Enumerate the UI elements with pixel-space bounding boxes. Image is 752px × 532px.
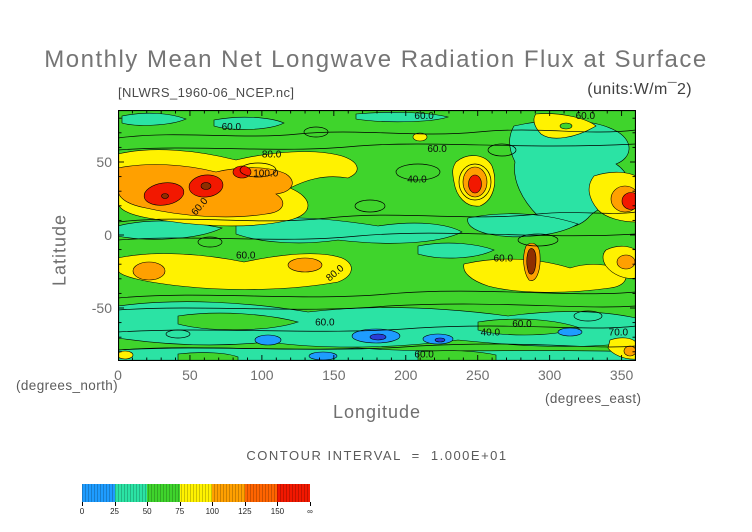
map-border — [117, 109, 637, 362]
colorbar-tick — [147, 502, 149, 506]
contour-label: 40.0 — [481, 328, 501, 339]
colorbar-segment — [179, 484, 213, 502]
colorbar-tick-label: 75 — [175, 507, 185, 516]
colorbar-tick — [82, 502, 83, 506]
x-tick-label: 200 — [394, 367, 418, 383]
colorbar-segment — [114, 484, 148, 502]
x-tick-label: 350 — [609, 367, 634, 383]
colorbar-tick — [244, 502, 246, 506]
colorbar-tick-label: ∞ — [307, 507, 313, 516]
colorbar-tick — [114, 502, 116, 506]
contour-label: 60.0 — [494, 253, 514, 264]
colorbar-tick-label: 150 — [270, 507, 285, 516]
x-tick-label: 250 — [466, 367, 490, 383]
x-tick-label: 150 — [322, 367, 346, 383]
contour-label: 60.0 — [427, 144, 447, 155]
colorbar: 0 25 50 75 100 125 150 ∞ — [80, 484, 313, 516]
x-tick-label: 0 — [114, 367, 122, 383]
y-tick-label: 0 — [104, 227, 112, 243]
x-tick-label: 300 — [537, 367, 562, 383]
colorbar-tick-label: 25 — [110, 507, 120, 516]
contour-label: 40.0 — [407, 174, 427, 185]
x-axis-unit-note: (degrees_east) — [545, 391, 642, 406]
colorbar-tick — [212, 502, 214, 506]
page-title: Monthly Mean Net Longwave Radiation Flux… — [44, 46, 708, 73]
y-tick-label: 50 — [96, 154, 112, 170]
contour-label: 60.0 — [315, 318, 335, 329]
x-axis-title: Longitude — [332, 402, 422, 422]
contour-label: 70.0 — [609, 328, 629, 339]
colorbar-stripes — [82, 484, 310, 502]
contour-label: 60.0 — [414, 111, 434, 122]
colorbar-segment — [82, 484, 115, 502]
y-tick-label: -50 — [91, 300, 112, 316]
contour-map: 60.0 80.0 100.0 60.0 60.0 60.0 60.0 40.0 60.0 80.… — [116, 109, 641, 362]
x-tick-label: 100 — [250, 367, 274, 383]
y-axis-title: Latitude — [49, 213, 70, 287]
colorbar-tick-label: 50 — [142, 507, 152, 516]
y-axis-unit-note: (degrees_north) — [16, 378, 119, 393]
colorbar-segment — [212, 484, 245, 502]
contour-label: 60.0 — [576, 111, 596, 122]
colorbar-tick — [277, 502, 279, 506]
contour-label: 60.0 — [222, 122, 242, 133]
x-tick-label: 50 — [182, 367, 198, 383]
colorbar-tick-label: 0 — [79, 507, 85, 516]
colorbar-segment — [277, 484, 310, 502]
colorbar-tick — [310, 502, 311, 506]
contour-label: 60.0 — [414, 350, 434, 361]
colorbar-segment — [147, 484, 180, 502]
contour-label: 60.0 — [512, 319, 532, 330]
colorbar-tick-label: 100 — [205, 507, 219, 516]
colorbar-segments — [82, 484, 310, 502]
contour-label: 100.0 — [253, 169, 278, 180]
colorbar-segment — [244, 484, 278, 502]
colorbar-tick — [179, 502, 181, 506]
contour-label: 80.0 — [262, 150, 282, 161]
colorbar-tick-label: 125 — [238, 507, 252, 516]
contour-label: 60.0 — [236, 250, 256, 261]
colorbar-labels: 0 25 50 75 100 125 150 ∞ — [80, 484, 313, 516]
contour-interval-note: CONTOUR INTERVAL = 1.000E+01 — [246, 448, 508, 463]
units-label: (units:W/m¯2) — [587, 81, 692, 98]
dataset-filename: [NLWRS_1960-06_NCEP.nc] — [118, 85, 295, 100]
